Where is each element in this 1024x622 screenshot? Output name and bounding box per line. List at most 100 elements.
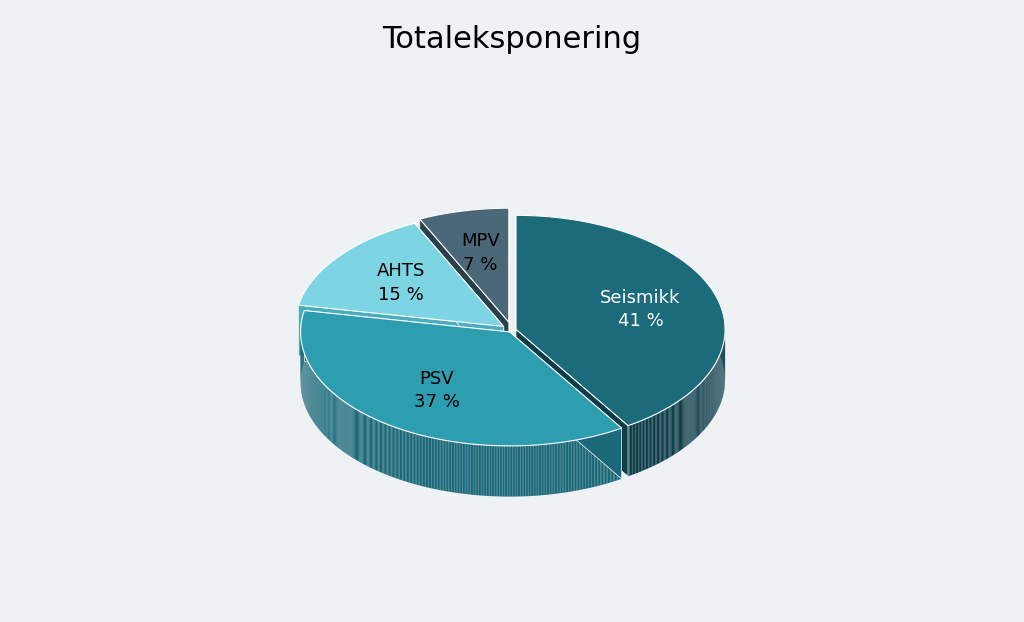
Polygon shape <box>456 442 458 493</box>
Polygon shape <box>654 414 655 466</box>
Polygon shape <box>683 397 684 448</box>
Polygon shape <box>565 442 567 493</box>
Polygon shape <box>520 446 522 496</box>
Polygon shape <box>395 427 397 478</box>
Polygon shape <box>631 424 633 475</box>
Polygon shape <box>555 217 557 268</box>
Polygon shape <box>617 230 620 281</box>
Polygon shape <box>474 444 475 495</box>
Polygon shape <box>375 419 376 470</box>
Polygon shape <box>523 215 525 266</box>
Polygon shape <box>539 445 540 496</box>
Polygon shape <box>415 223 504 377</box>
Polygon shape <box>602 434 603 485</box>
Polygon shape <box>387 424 389 476</box>
Polygon shape <box>411 432 413 483</box>
Polygon shape <box>680 259 681 310</box>
Polygon shape <box>417 434 418 485</box>
Text: Totaleksponering: Totaleksponering <box>382 25 642 54</box>
Polygon shape <box>679 258 680 310</box>
Polygon shape <box>648 417 650 468</box>
Polygon shape <box>574 440 577 491</box>
Polygon shape <box>682 398 683 449</box>
Polygon shape <box>436 439 437 490</box>
Polygon shape <box>651 243 653 294</box>
Polygon shape <box>351 407 352 458</box>
Polygon shape <box>492 445 493 496</box>
Polygon shape <box>364 414 365 465</box>
Polygon shape <box>597 435 599 486</box>
Polygon shape <box>566 219 567 269</box>
Polygon shape <box>407 431 408 482</box>
Polygon shape <box>556 443 557 494</box>
Polygon shape <box>583 439 584 490</box>
Polygon shape <box>368 415 369 466</box>
Polygon shape <box>385 424 386 475</box>
Polygon shape <box>626 232 627 284</box>
Polygon shape <box>449 441 450 492</box>
Polygon shape <box>635 236 636 287</box>
Polygon shape <box>530 216 532 266</box>
Text: AHTS
15 %: AHTS 15 % <box>377 262 426 304</box>
Polygon shape <box>664 249 665 300</box>
Polygon shape <box>461 443 463 494</box>
Polygon shape <box>420 219 509 373</box>
Polygon shape <box>524 445 525 496</box>
Polygon shape <box>587 222 589 273</box>
Polygon shape <box>514 446 516 496</box>
Polygon shape <box>516 446 517 496</box>
Polygon shape <box>678 258 679 309</box>
Polygon shape <box>636 236 638 287</box>
Polygon shape <box>589 437 590 488</box>
Polygon shape <box>390 425 391 476</box>
Polygon shape <box>657 245 658 297</box>
Polygon shape <box>636 422 637 473</box>
Polygon shape <box>672 405 673 456</box>
Polygon shape <box>349 405 350 457</box>
Polygon shape <box>528 445 530 496</box>
Polygon shape <box>638 421 640 473</box>
Polygon shape <box>623 231 624 282</box>
Polygon shape <box>406 430 407 482</box>
Polygon shape <box>557 218 559 269</box>
Polygon shape <box>559 218 561 269</box>
Polygon shape <box>685 262 686 313</box>
Polygon shape <box>509 446 511 496</box>
Polygon shape <box>379 420 380 472</box>
Polygon shape <box>595 224 597 275</box>
Polygon shape <box>632 234 633 285</box>
Polygon shape <box>431 438 433 489</box>
Polygon shape <box>532 216 534 266</box>
Polygon shape <box>384 423 385 474</box>
Polygon shape <box>376 419 377 471</box>
Polygon shape <box>677 402 678 453</box>
Polygon shape <box>486 445 488 496</box>
Polygon shape <box>467 443 469 494</box>
Polygon shape <box>545 444 547 495</box>
Polygon shape <box>647 241 649 292</box>
Polygon shape <box>304 310 510 383</box>
Polygon shape <box>548 216 550 267</box>
Polygon shape <box>531 445 534 496</box>
Polygon shape <box>348 404 349 456</box>
Polygon shape <box>437 439 439 490</box>
Polygon shape <box>369 416 370 467</box>
Polygon shape <box>402 430 403 481</box>
Polygon shape <box>495 445 497 496</box>
Polygon shape <box>598 225 600 276</box>
Polygon shape <box>596 435 597 486</box>
Polygon shape <box>545 216 547 267</box>
Polygon shape <box>446 440 449 491</box>
Polygon shape <box>347 404 348 455</box>
Polygon shape <box>352 407 353 458</box>
Polygon shape <box>602 225 603 276</box>
Polygon shape <box>684 261 685 313</box>
Polygon shape <box>597 224 598 276</box>
Polygon shape <box>501 446 503 496</box>
Polygon shape <box>620 230 621 281</box>
Polygon shape <box>538 216 540 267</box>
Polygon shape <box>298 305 504 377</box>
Polygon shape <box>656 413 658 465</box>
Polygon shape <box>579 220 580 271</box>
Polygon shape <box>590 437 592 488</box>
